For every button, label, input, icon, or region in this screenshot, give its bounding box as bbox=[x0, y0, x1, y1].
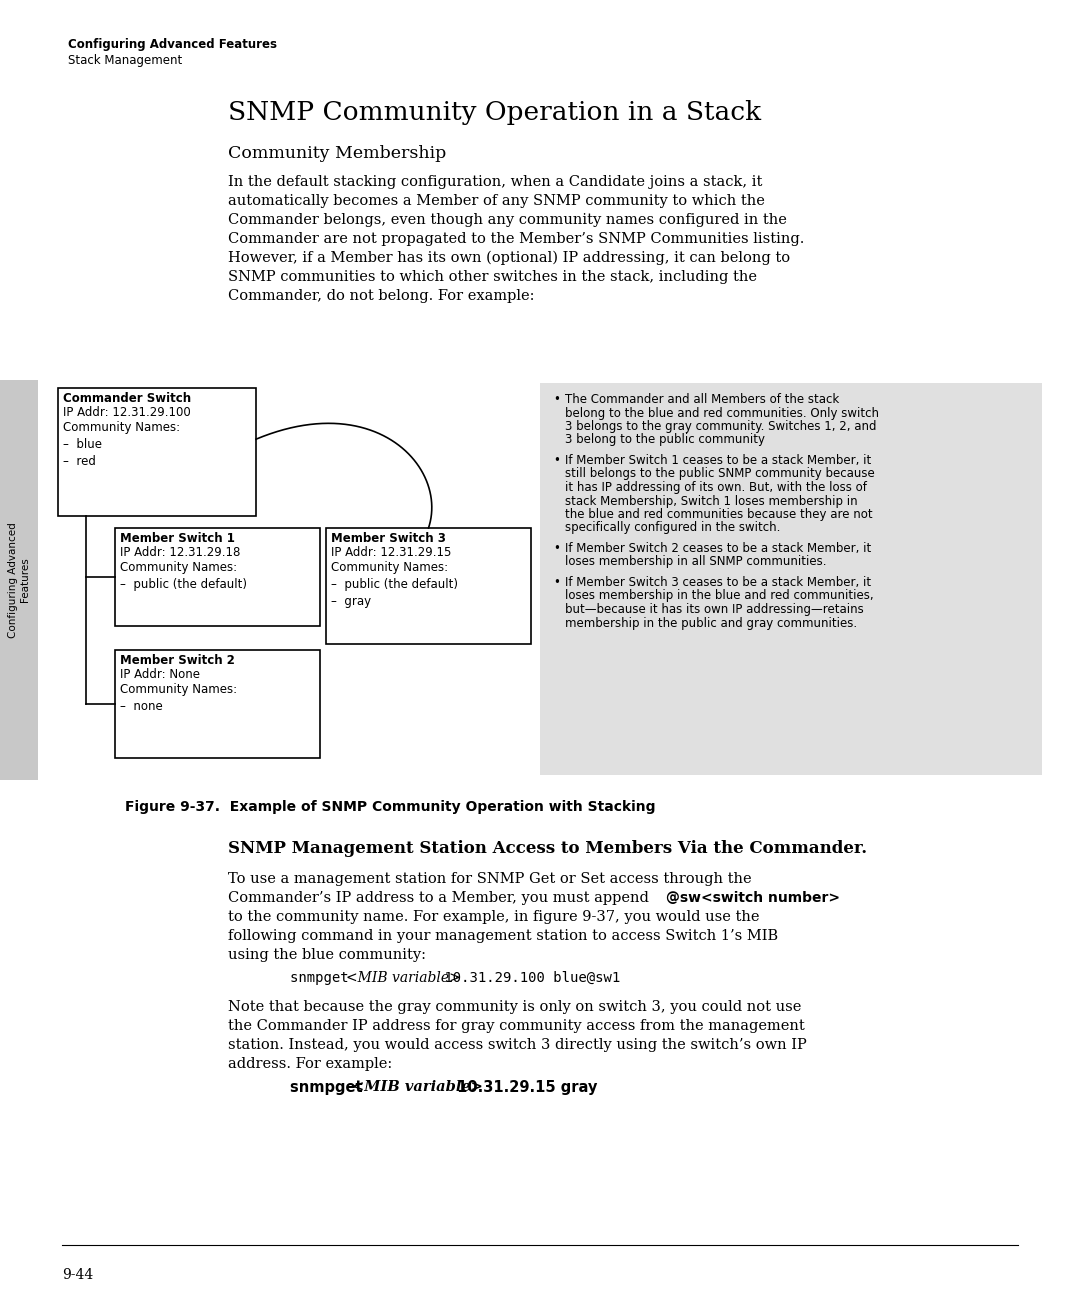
Text: stack Membership, Switch 1 loses membership in: stack Membership, Switch 1 loses members… bbox=[565, 495, 858, 508]
Text: Commander are not propagated to the Member’s SNMP Communities listing.: Commander are not propagated to the Memb… bbox=[228, 232, 805, 246]
Text: 3 belongs to the gray community. Switches 1, 2, and: 3 belongs to the gray community. Switche… bbox=[565, 420, 877, 433]
FancyBboxPatch shape bbox=[58, 388, 256, 516]
Text: Community Names:: Community Names: bbox=[330, 561, 448, 574]
Text: @sw<switch number>: @sw<switch number> bbox=[666, 892, 840, 905]
Text: Commander, do not belong. For example:: Commander, do not belong. For example: bbox=[228, 289, 535, 303]
Text: 9-44: 9-44 bbox=[62, 1267, 93, 1282]
Text: but—because it has its own IP addressing—retains: but—because it has its own IP addressing… bbox=[565, 603, 864, 616]
Text: belong to the blue and red communities. Only switch: belong to the blue and red communities. … bbox=[565, 407, 879, 420]
Text: IP Addr: 12.31.29.18: IP Addr: 12.31.29.18 bbox=[120, 546, 241, 559]
Text: Community Names:: Community Names: bbox=[120, 683, 238, 696]
Text: SNMP communities to which other switches in the stack, including the: SNMP communities to which other switches… bbox=[228, 270, 757, 284]
Text: Configuring Advanced Features: Configuring Advanced Features bbox=[68, 38, 276, 51]
Text: 10.31.29.15 gray: 10.31.29.15 gray bbox=[453, 1080, 597, 1095]
Text: using the blue community:: using the blue community: bbox=[228, 947, 426, 962]
Text: Stack Management: Stack Management bbox=[68, 54, 183, 67]
Text: –  red: – red bbox=[63, 455, 96, 468]
Text: However, if a Member has its own (optional) IP addressing, it can belong to: However, if a Member has its own (option… bbox=[228, 251, 791, 266]
Text: specifically configured in the switch.: specifically configured in the switch. bbox=[565, 521, 781, 534]
FancyBboxPatch shape bbox=[114, 527, 320, 626]
Text: SNMP Community Operation in a Stack: SNMP Community Operation in a Stack bbox=[228, 100, 761, 124]
Text: it has IP addressing of its own. But, with the loss of: it has IP addressing of its own. But, wi… bbox=[565, 481, 867, 494]
Text: loses membership in the blue and red communities,: loses membership in the blue and red com… bbox=[565, 590, 874, 603]
Text: membership in the public and gray communities.: membership in the public and gray commun… bbox=[565, 617, 858, 630]
FancyBboxPatch shape bbox=[326, 527, 531, 644]
Text: IP Addr: 12.31.29.15: IP Addr: 12.31.29.15 bbox=[330, 546, 451, 559]
Text: If Member Switch 1 ceases to be a stack Member, it: If Member Switch 1 ceases to be a stack … bbox=[565, 454, 872, 467]
Text: 3 belong to the public community: 3 belong to the public community bbox=[565, 433, 765, 447]
Text: Community Membership: Community Membership bbox=[228, 145, 446, 162]
Text: IP Addr: 12.31.29.100: IP Addr: 12.31.29.100 bbox=[63, 406, 191, 419]
Text: –  blue: – blue bbox=[63, 438, 102, 451]
Text: address. For example:: address. For example: bbox=[228, 1058, 392, 1070]
Text: To use a management station for SNMP Get or Set access through the: To use a management station for SNMP Get… bbox=[228, 872, 752, 886]
Text: •: • bbox=[553, 454, 559, 467]
Text: following command in your management station to access Switch 1’s MIB: following command in your management sta… bbox=[228, 929, 778, 943]
Text: •: • bbox=[553, 542, 559, 555]
Text: Member Switch 3: Member Switch 3 bbox=[330, 531, 446, 546]
Text: Note that because the gray community is only on switch 3, you could not use: Note that because the gray community is … bbox=[228, 1001, 801, 1013]
Text: Commander Switch: Commander Switch bbox=[63, 391, 191, 404]
Text: –  gray: – gray bbox=[330, 595, 372, 608]
Text: station. Instead, you would access switch 3 directly using the switch’s own IP: station. Instead, you would access switc… bbox=[228, 1038, 807, 1052]
Text: –  public (the default): – public (the default) bbox=[330, 578, 458, 591]
Text: <MIB variable>: <MIB variable> bbox=[346, 971, 461, 985]
Text: –  public (the default): – public (the default) bbox=[120, 578, 247, 591]
Text: <MIB variable>: <MIB variable> bbox=[352, 1080, 483, 1094]
Text: Configuring Advanced
Features: Configuring Advanced Features bbox=[9, 522, 30, 638]
Text: –  none: – none bbox=[120, 700, 163, 713]
Text: snmpget: snmpget bbox=[291, 971, 357, 985]
Text: Figure 9-37.  Example of SNMP Community Operation with Stacking: Figure 9-37. Example of SNMP Community O… bbox=[125, 800, 656, 814]
Text: loses membership in all SNMP communities.: loses membership in all SNMP communities… bbox=[565, 556, 826, 569]
Text: If Member Switch 2 ceases to be a stack Member, it: If Member Switch 2 ceases to be a stack … bbox=[565, 542, 872, 555]
Text: SNMP Management Station Access to Members Via the Commander.: SNMP Management Station Access to Member… bbox=[228, 840, 867, 857]
Text: Member Switch 1: Member Switch 1 bbox=[120, 531, 234, 546]
Text: Commander’s IP address to a Member, you must append: Commander’s IP address to a Member, you … bbox=[228, 892, 653, 905]
Text: snmpget: snmpget bbox=[291, 1080, 368, 1095]
Text: Community Names:: Community Names: bbox=[63, 421, 180, 434]
Text: automatically becomes a Member of any SNMP community to which the: automatically becomes a Member of any SN… bbox=[228, 194, 765, 207]
FancyBboxPatch shape bbox=[114, 651, 320, 758]
Text: Community Names:: Community Names: bbox=[120, 561, 238, 574]
Text: 10.31.29.100 blue@sw1: 10.31.29.100 blue@sw1 bbox=[436, 971, 620, 985]
Text: Member Switch 2: Member Switch 2 bbox=[120, 654, 234, 667]
Text: still belongs to the public SNMP community because: still belongs to the public SNMP communi… bbox=[565, 468, 875, 481]
Text: the Commander IP address for gray community access from the management: the Commander IP address for gray commun… bbox=[228, 1019, 805, 1033]
FancyBboxPatch shape bbox=[540, 384, 1042, 775]
Text: IP Addr: None: IP Addr: None bbox=[120, 667, 200, 680]
Text: the blue and red communities because they are not: the blue and red communities because the… bbox=[565, 508, 873, 521]
Text: to the community name. For example, in figure 9-37, you would use the: to the community name. For example, in f… bbox=[228, 910, 759, 924]
Text: Commander belongs, even though any community names configured in the: Commander belongs, even though any commu… bbox=[228, 213, 787, 227]
Text: •: • bbox=[553, 575, 559, 588]
FancyBboxPatch shape bbox=[0, 380, 38, 780]
Text: •: • bbox=[553, 393, 559, 406]
Text: In the default stacking configuration, when a Candidate joins a stack, it: In the default stacking configuration, w… bbox=[228, 175, 762, 189]
Text: If Member Switch 3 ceases to be a stack Member, it: If Member Switch 3 ceases to be a stack … bbox=[565, 575, 872, 588]
Text: The Commander and all Members of the stack: The Commander and all Members of the sta… bbox=[565, 393, 839, 406]
